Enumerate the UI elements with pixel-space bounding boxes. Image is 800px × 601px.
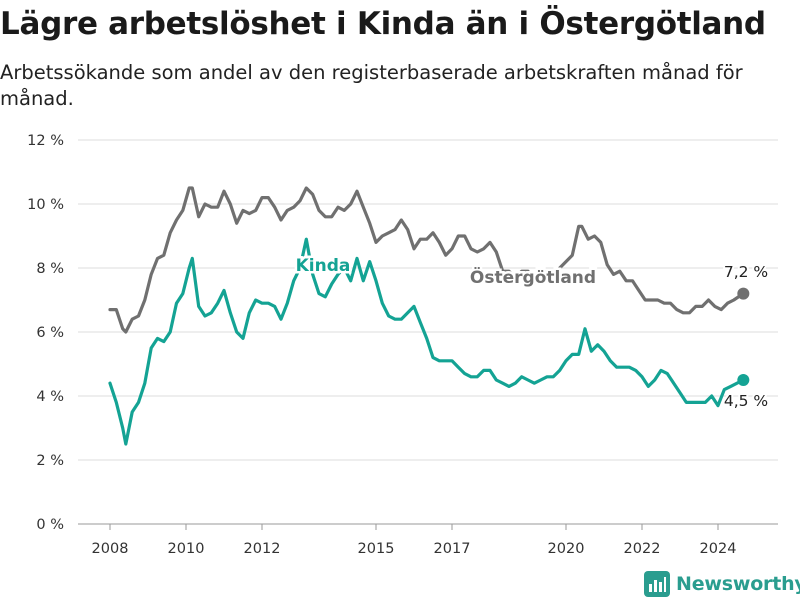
newsworthy-logo-text: Newsworthy xyxy=(676,573,800,595)
series-line-stergtland xyxy=(108,186,745,334)
y-tick-label: 8 % xyxy=(36,261,64,277)
series-end-marker xyxy=(737,374,750,386)
chart-title: Lägre arbetslöshet i Kinda än i Östergöt… xyxy=(0,6,766,42)
y-tick-label: 0 % xyxy=(36,517,64,533)
series-end-label: 4,5 % xyxy=(724,392,768,410)
series-end-label: 7,2 % xyxy=(724,263,768,281)
x-tick-label: 2010 xyxy=(168,541,205,557)
x-tick-label: 2015 xyxy=(358,541,395,557)
x-tick-label: 2008 xyxy=(92,541,129,557)
series-lines xyxy=(108,186,750,446)
y-tick-label: 6 % xyxy=(36,325,64,341)
x-tick-label: 2017 xyxy=(434,541,471,557)
y-axis: 0 % 2 % 4 % 6 % 8 % 10 % 12 % xyxy=(27,133,778,533)
series-name-label: Kinda xyxy=(296,256,351,276)
newsworthy-logo-icon xyxy=(644,571,670,597)
series-end-marker xyxy=(737,287,750,300)
y-tick-label: 10 % xyxy=(27,197,64,213)
newsworthy-logo[interactable]: Newsworthy xyxy=(644,569,800,599)
y-tick-label: 12 % xyxy=(27,133,64,149)
y-tick-label: 4 % xyxy=(36,389,64,405)
x-tick-label: 2022 xyxy=(624,541,661,557)
x-tick-label: 2012 xyxy=(244,541,281,557)
series-labels: 7,2 % Östergötland 4,5 % Kinda xyxy=(293,254,770,413)
series-line-kinda xyxy=(108,237,745,446)
x-tick-label: 2020 xyxy=(548,541,585,557)
x-tick-label: 2024 xyxy=(700,541,737,557)
x-axis: 2008 2010 2012 2015 2017 2020 2022 2024 xyxy=(92,524,737,557)
y-tick-label: 2 % xyxy=(36,453,64,469)
chart-subtitle: Arbetssökande som andel av den registerb… xyxy=(0,61,743,110)
series-name-label: Östergötland xyxy=(470,266,596,288)
